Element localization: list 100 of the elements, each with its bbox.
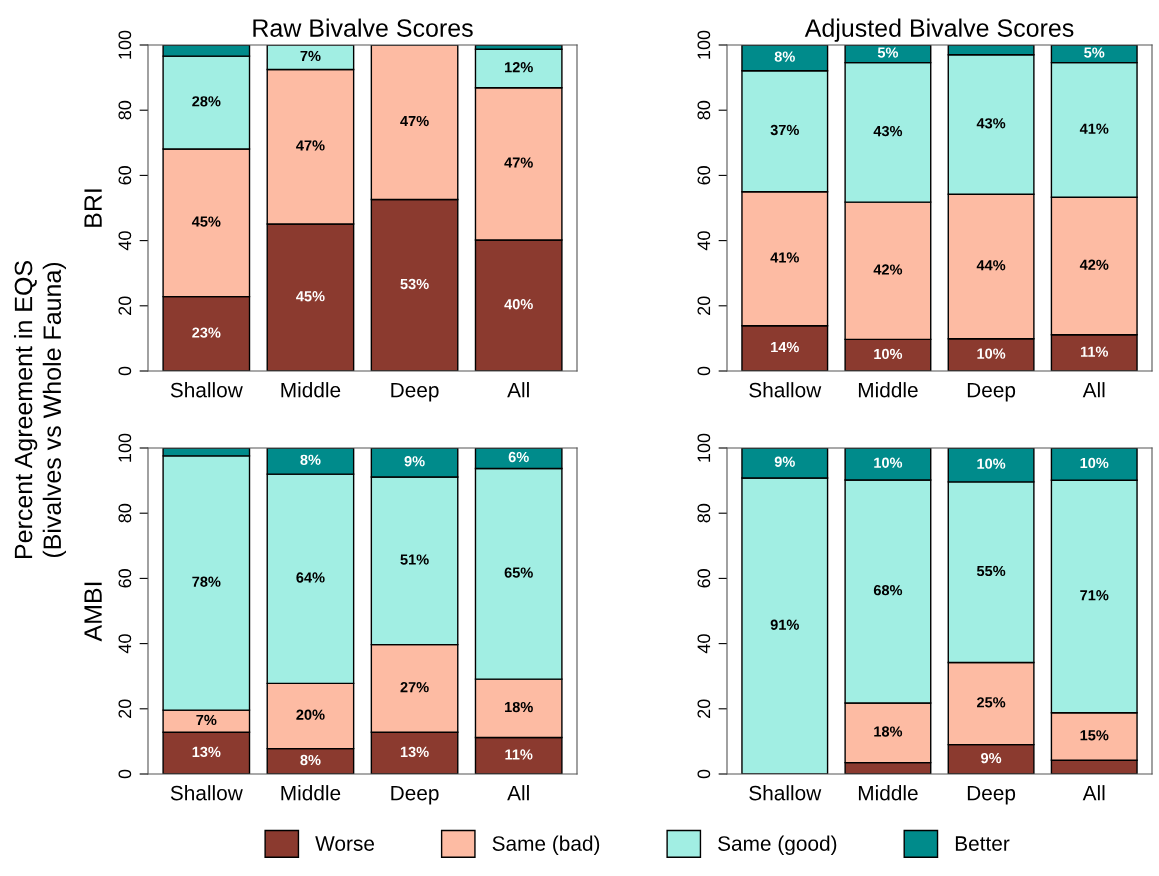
data-label: 53% (400, 278, 429, 290)
y-tick-label: 20 (697, 296, 711, 315)
data-label: 6% (508, 451, 529, 463)
legend-label: Same (good) (718, 835, 837, 856)
data-label: 45% (191, 216, 221, 227)
y-tick-label: 40 (118, 634, 132, 654)
y-tick-label: 0 (118, 769, 132, 779)
data-label: 7% (196, 714, 217, 726)
data-label: 20% (296, 709, 325, 720)
data-label: 10% (977, 458, 1006, 469)
data-label: 42% (1079, 259, 1109, 270)
y-tick-label: 60 (118, 166, 132, 185)
text: Percent Agreement in EQS (Bivalves vs Whole Fauna) (13, 261, 67, 559)
y-tick-label: 0 (697, 769, 711, 779)
data-label: 9% (774, 456, 795, 467)
data-label: 45% (296, 291, 325, 302)
data-label: 5% (1084, 47, 1105, 58)
y-tick-label: 80 (118, 503, 132, 523)
data-label: 13% (400, 746, 429, 758)
data-label: 9% (404, 456, 425, 467)
x-tick-label: Shallow (170, 785, 243, 801)
legend-label: Better (955, 836, 1010, 851)
y-tick-label: 40 (697, 634, 711, 654)
data-label: 43% (873, 125, 903, 137)
y-tick-label: 100 (118, 30, 132, 59)
y-tick-label: 60 (697, 166, 711, 185)
x-tick-label: Deep (391, 785, 439, 805)
data-label: 43% (976, 118, 1006, 129)
data-label: 44% (976, 260, 1006, 271)
y-tick-label: 40 (697, 231, 711, 251)
x-tick-label: Middle (281, 382, 341, 398)
data-label: 42% (873, 264, 903, 275)
data-label: 10% (977, 348, 1006, 359)
x-tick-label: Middle (281, 785, 341, 801)
y-tick-label: 80 (697, 100, 711, 120)
y-tick-label: 80 (118, 100, 132, 120)
x-tick-label: Deep (391, 382, 439, 402)
data-label: 5% (877, 47, 899, 58)
legend-label: Same (bad) (492, 835, 600, 855)
data-label: 18% (505, 701, 533, 713)
data-label: 18% (874, 726, 903, 737)
data-label: 12% (505, 62, 533, 73)
data-label: 13% (192, 746, 221, 758)
data-label: 47% (400, 115, 429, 127)
y-tick-label: 40 (118, 231, 132, 251)
x-tick-label: Deep (967, 382, 1016, 402)
data-label: 14% (771, 341, 799, 353)
data-label: 27% (400, 682, 429, 693)
data-label: 9% (981, 752, 1002, 764)
x-tick-label: Deep (967, 785, 1016, 805)
y-tick-label: 20 (697, 699, 711, 718)
chart-title: Raw Bivalve Scores (253, 18, 473, 37)
data-label: 37% (770, 124, 799, 136)
y-tick-label: 100 (118, 433, 132, 462)
data-label: 40% (504, 299, 533, 310)
x-tick-label: Middle (858, 785, 918, 801)
data-label: 10% (874, 348, 903, 360)
data-label: 65% (504, 567, 533, 578)
x-tick-label: All (507, 382, 529, 398)
y-tick-label: 20 (118, 699, 132, 718)
data-label: 47% (504, 157, 533, 168)
y-tick-label: 80 (697, 503, 711, 523)
x-tick-label: Shallow (749, 382, 822, 398)
x-tick-label: All (1082, 382, 1105, 398)
chart-title: Adjusted Bivalve Scores (804, 18, 1074, 42)
data-label: 15% (1080, 730, 1109, 741)
data-label: 47% (296, 140, 325, 151)
data-label: 55% (976, 565, 1006, 577)
data-label: 8% (300, 454, 321, 465)
data-label: 78% (192, 576, 221, 587)
data-label: 51% (400, 554, 429, 565)
legend-label: Worse (315, 836, 375, 851)
y-tick-label: 0 (697, 366, 711, 376)
x-tick-label: Middle (858, 382, 918, 398)
data-label: 25% (976, 697, 1006, 708)
y-axis-title: BRI (84, 189, 102, 227)
y-tick-label: 20 (118, 296, 132, 315)
data-label: 91% (770, 619, 799, 630)
x-tick-label: Shallow (749, 785, 822, 801)
y-tick-label: 60 (118, 569, 132, 588)
data-label: 28% (192, 96, 221, 107)
data-label: 7% (300, 50, 321, 62)
y-tick-label: 0 (118, 366, 132, 376)
data-label: 23% (192, 327, 221, 338)
data-label: 8% (774, 51, 795, 62)
data-label: 11% (1080, 346, 1109, 357)
x-tick-label: All (507, 785, 529, 801)
data-label: 10% (1080, 457, 1109, 469)
data-label: 11% (505, 749, 533, 760)
y-tick-label: 60 (697, 569, 711, 588)
data-label: 68% (873, 585, 903, 596)
data-label: 71% (1080, 590, 1109, 601)
data-label: 41% (1079, 123, 1109, 134)
data-label: 41% (770, 252, 799, 263)
data-label: 10% (874, 457, 903, 468)
data-label: 8% (300, 754, 321, 766)
y-axis-title: AMBI (84, 582, 102, 642)
x-tick-label: Shallow (170, 382, 243, 398)
y-tick-label: 100 (697, 30, 711, 59)
y-tick-label: 100 (697, 433, 711, 462)
